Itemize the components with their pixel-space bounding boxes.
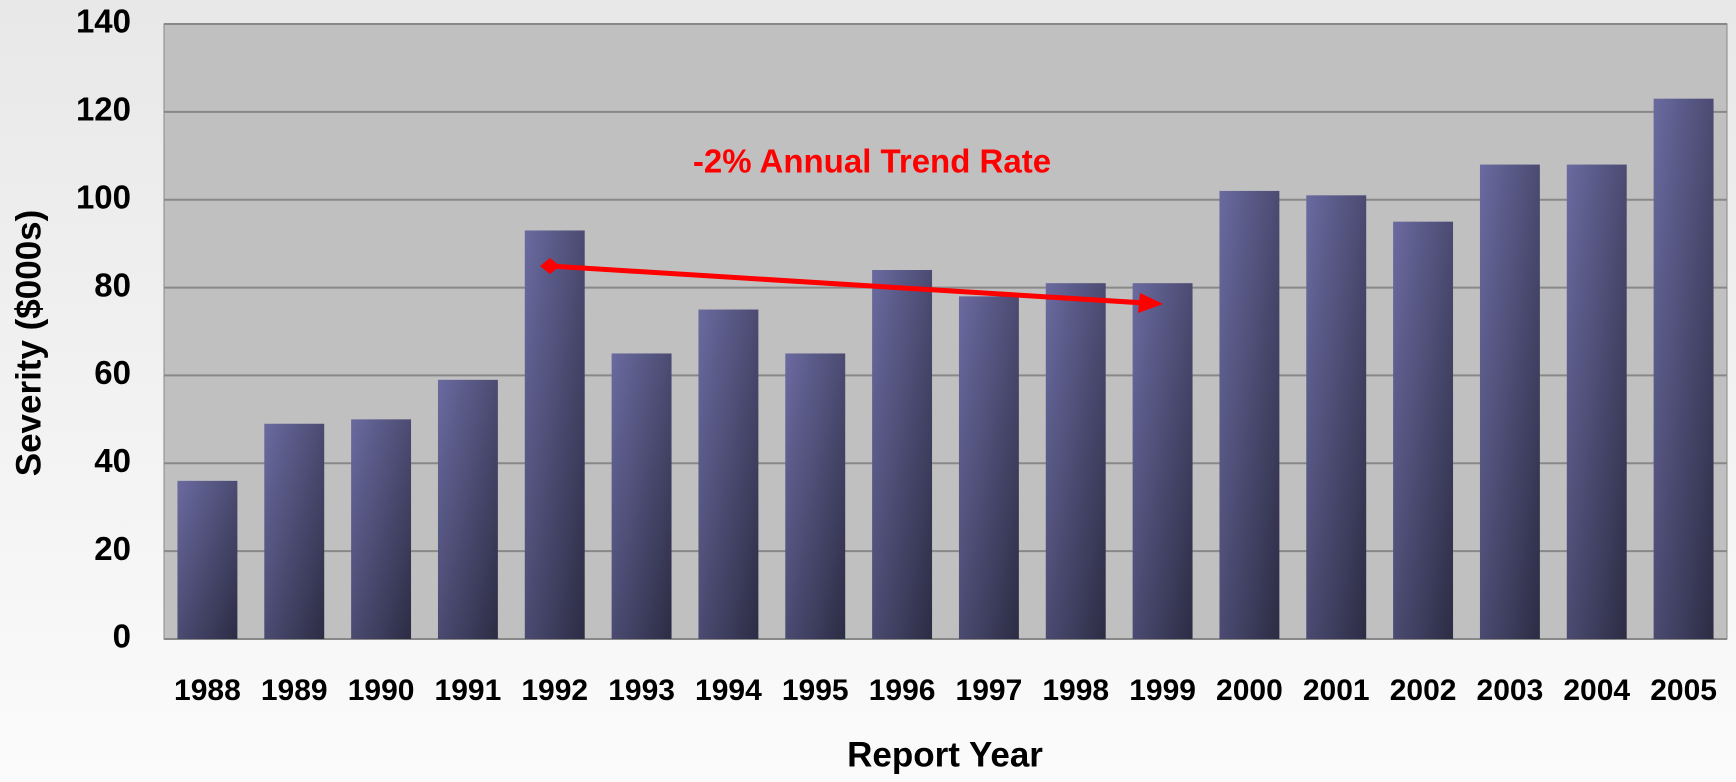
x-tick-label: 2002 (1390, 674, 1457, 707)
x-tick-label: 1988 (174, 674, 241, 707)
x-axis-title: Report Year (847, 735, 1043, 774)
bar (177, 480, 238, 639)
bar (698, 309, 759, 639)
y-tick-label: 140 (76, 3, 131, 40)
x-tick-label: 1993 (608, 674, 675, 707)
bar (872, 270, 933, 639)
x-tick-label: 1990 (348, 674, 415, 707)
bar (1393, 221, 1454, 639)
x-tick-label: 2004 (1563, 674, 1630, 707)
x-tick-label: 1992 (521, 674, 588, 707)
bar (1653, 98, 1714, 639)
y-tick-label: 120 (76, 91, 131, 128)
x-tick-label: 1991 (435, 674, 502, 707)
x-tick-label: 1997 (956, 674, 1023, 707)
bar (611, 353, 672, 639)
y-tick-label: 60 (94, 354, 131, 391)
bar (958, 296, 1019, 639)
bar (1045, 283, 1106, 639)
bar (1479, 164, 1540, 640)
x-tick-label: 2001 (1303, 674, 1370, 707)
x-tick-label: 1998 (1042, 674, 1109, 707)
x-tick-label: 2003 (1477, 674, 1544, 707)
bar (785, 353, 846, 639)
x-tick-label: 1995 (782, 674, 849, 707)
x-tick-label: 2005 (1650, 674, 1717, 707)
bar (1132, 283, 1193, 639)
y-tick-label: 80 (94, 266, 131, 303)
bar (1566, 164, 1627, 640)
y-tick-label: 0 (113, 618, 131, 655)
bar (264, 423, 325, 639)
annotation: -2% Annual Trend Rate (693, 143, 1051, 180)
x-tick-label: 1994 (695, 674, 762, 707)
bar (351, 419, 412, 639)
trend-arrow (549, 263, 1146, 306)
bar (524, 230, 585, 639)
bar (1219, 190, 1280, 639)
y-tick-label: 20 (94, 530, 131, 567)
x-tick-label: 1989 (261, 674, 328, 707)
x-tick-label: 1999 (1129, 674, 1196, 707)
plot-area (163, 23, 1728, 640)
y-tick-label: 100 (76, 178, 131, 215)
arrow-tail (540, 258, 560, 274)
y-tick-label: 40 (94, 442, 131, 479)
bar (437, 379, 498, 639)
x-tick-label: 2000 (1216, 674, 1283, 707)
arrow-head (1138, 293, 1163, 313)
bar (1306, 195, 1367, 640)
y-axis-title: Severity ($000s) (9, 210, 48, 477)
x-tick-label: 1996 (869, 674, 936, 707)
